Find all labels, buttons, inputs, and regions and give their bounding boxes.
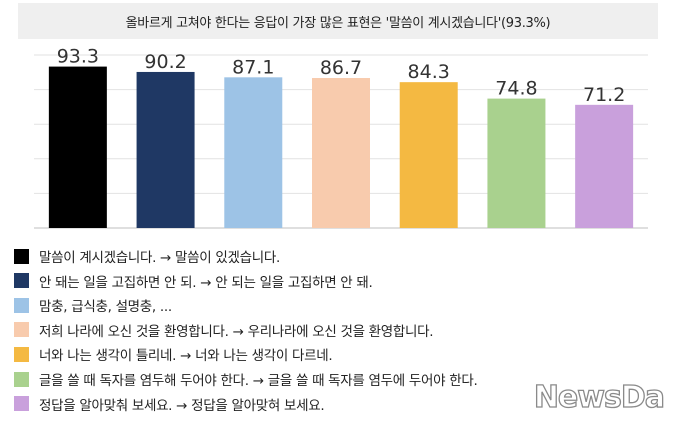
legend-item: 정답을 알아맞춰 보세요. → 정답을 알아맞혀 보세요. [14,394,325,414]
legend-label: 저희 나라에 오신 것을 환영합니다. → 우리나라에 오신 것을 환영합니다. [39,323,434,340]
data-label: 90.2 [144,51,186,73]
legend-item: 안 돼는 일을 고집하면 안 되. → 안 되는 일을 고집하면 안 돼. [14,271,373,291]
data-label: 87.1 [232,56,274,78]
legend-label: 글을 쓸 때 독자를 염두해 두어야 한다. → 글을 쓸 때 독자를 염두에 … [39,373,478,389]
data-label: 71.2 [583,84,625,106]
legend-item: 저희 나라에 오신 것을 환영합니다. → 우리나라에 오신 것을 환영합니다. [14,320,434,340]
bar [575,104,634,228]
data-label: 86.7 [320,57,362,79]
legend-item: 말씀이 계시겠습니다. → 말씀이 있겠습니다. [14,246,280,266]
bar [487,98,546,228]
data-label: 93.3 [57,46,99,68]
bar [312,78,370,228]
bar-chart: 93.3 90.2 87.1 86.7 84.3 74.8 71.2 [34,46,648,229]
bar [48,66,107,228]
data-label: 74.8 [495,78,537,100]
legend-label: 안 돼는 일을 고집하면 안 되. → 안 되는 일을 고집하면 안 돼. [39,274,373,291]
chart-title: 올바르게 고쳐야 한다는 응답이 가장 많은 표현은 '말씀이 계시겠습니다'(… [18,3,658,39]
legend-swatch [14,297,29,313]
legend-swatch [14,248,29,264]
legend-item: 글을 쓸 때 독자를 염두해 두어야 한다. → 글을 쓸 때 독자를 염두에 … [14,369,478,389]
bar [399,82,458,228]
legend-label: 말씀이 계시겠습니다. → 말씀이 있겠습니다. [39,250,280,266]
legend-swatch [14,322,29,338]
bar [224,77,283,228]
legend-swatch [14,273,29,289]
legend-label: 맘충, 급식충, 설명충, ... [39,299,172,316]
legend-item: 너와 나는 생각이 틀리네. → 너와 나는 생각이 다르네. [14,344,333,365]
legend-item: 맘충, 급식충, 설명충, ... [14,295,172,315]
bar [136,71,195,228]
legend-label: 정답을 알아맞춰 보세요. → 정답을 알아맞혀 보세요. [39,397,325,414]
legend-swatch [14,396,29,412]
newsda-watermark-logo: NewsDa [533,379,665,415]
data-label: 84.3 [408,61,450,83]
legend-swatch [14,371,29,387]
legend-label: 너와 나는 생각이 틀리네. → 너와 나는 생각이 다르네. [39,348,333,365]
legend-swatch [14,346,29,362]
